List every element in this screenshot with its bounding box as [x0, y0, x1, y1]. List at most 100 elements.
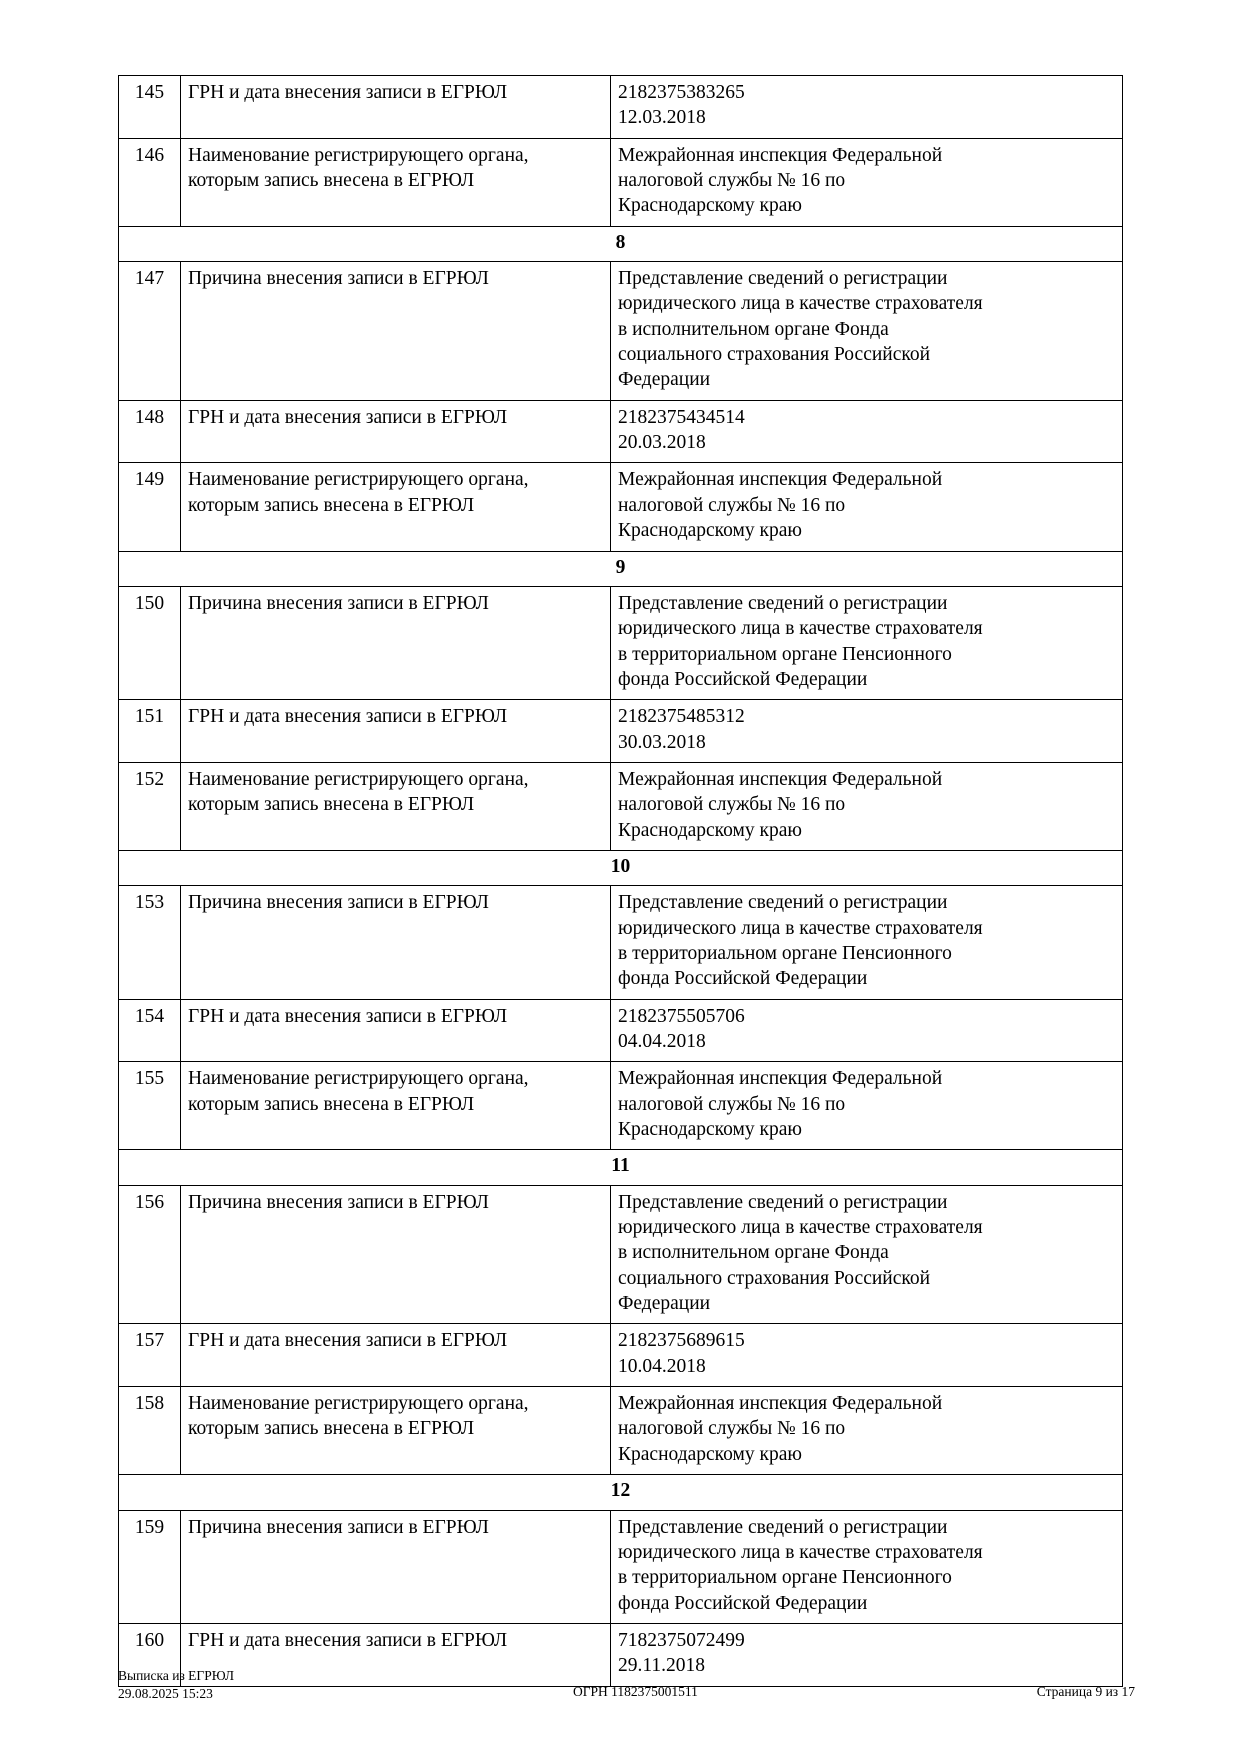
table-row: 153 Причина внесения записи в ЕГРЮЛ Пред…: [118, 885, 1123, 1000]
row-number: 158: [118, 1386, 181, 1476]
reason-line-4: социального страхования Российской: [618, 344, 931, 366]
row-value: 7182375072499 29.11.2018: [610, 1622, 1123, 1687]
reason-line-2: юридического лица в качестве страховател…: [618, 618, 983, 640]
row-value: 2182375434514 20.03.2018: [610, 399, 1123, 464]
authority-line-2: налоговой службы № 16 по: [618, 1418, 846, 1440]
row-number: 152: [118, 761, 181, 851]
group-number: 8: [118, 225, 1123, 263]
authority-line-2: налоговой службы № 16 по: [618, 794, 846, 816]
row-value: Межрайонная инспекция Федеральной налого…: [610, 1386, 1123, 1476]
grn-number: 2182375383265: [618, 82, 745, 103]
row-number: 148: [118, 399, 181, 464]
grn-date: 29.11.2018: [618, 1655, 706, 1677]
row-label: ГРН и дата внесения записи в ЕГРЮЛ: [180, 75, 611, 139]
row-label: Наименование регистрирующего органа, кот…: [180, 1386, 611, 1476]
row-number: 151: [118, 699, 181, 763]
row-number: 155: [118, 1061, 181, 1151]
row-value: Представление сведений о регистрации юри…: [610, 1509, 1123, 1624]
row-number: 153: [118, 885, 181, 1000]
footer-doc-title: Выписка из ЕГРЮЛ: [118, 1668, 235, 1684]
row-label: ГРН и дата внесения записи в ЕГРЮЛ: [180, 1622, 611, 1687]
grn-number: 2182375485312: [618, 706, 745, 728]
table-row: 155 Наименование регистрирующего органа,…: [118, 1061, 1123, 1151]
row-label-line-2: которым запись внесена в ЕГРЮЛ: [188, 170, 475, 192]
reason-line-1: Представление сведений о регистрации: [618, 892, 948, 914]
row-value: 2182375505706 04.04.2018: [610, 998, 1123, 1063]
row-value: Межрайонная инспекция Федеральной налого…: [610, 137, 1123, 227]
reason-line-4: социального страхования Российской: [618, 1267, 931, 1289]
reason-line-2: юридического лица в качестве страховател…: [618, 1217, 983, 1239]
row-label: Причина внесения записи в ЕГРЮЛ: [180, 585, 611, 701]
authority-line-3: Краснодарскому краю: [618, 520, 802, 542]
row-number: 156: [118, 1184, 181, 1325]
reason-line-3: в территориальном органе Пенсионного: [618, 643, 952, 665]
page-footer: Выписка из ЕГРЮЛ 29.08.2025 15:23 ОГРН 1…: [118, 1667, 1135, 1703]
row-label: Причина внесения записи в ЕГРЮЛ: [180, 1509, 611, 1624]
reason-line-3: в территориальном органе Пенсионного: [618, 942, 952, 964]
group-number: 10: [118, 849, 1123, 887]
reason-line-5: Федерации: [618, 369, 711, 391]
egrul-records-table: 145 ГРН и дата внесения записи в ЕГРЮЛ 2…: [118, 75, 1123, 1687]
reason-line-4: фонда Российской Федерации: [618, 668, 868, 690]
table-row: 152 Наименование регистрирующего органа,…: [118, 761, 1123, 851]
row-label: Наименование регистрирующего органа, кот…: [180, 462, 611, 552]
reason-line-4: фонда Российской Федерации: [618, 968, 868, 990]
row-label: Наименование регистрирующего органа, кот…: [180, 761, 611, 851]
table-row: 148 ГРН и дата внесения записи в ЕГРЮЛ 2…: [118, 399, 1123, 464]
authority-line-2: налоговой службы № 16 по: [618, 494, 846, 516]
reason-line-1: Представление сведений о регистрации: [618, 268, 948, 290]
row-label-line-2: которым запись внесена в ЕГРЮЛ: [188, 494, 475, 516]
grn-date: 12.03.2018: [618, 107, 706, 129]
reason-line-1: Представление сведений о регистрации: [618, 592, 948, 614]
row-label: Причина внесения записи в ЕГРЮЛ: [180, 1184, 611, 1325]
row-number: 159: [118, 1509, 181, 1624]
row-number: 145: [118, 75, 181, 139]
row-number: 150: [118, 585, 181, 701]
authority-line-3: Краснодарскому краю: [618, 1119, 802, 1141]
footer-left: Выписка из ЕГРЮЛ 29.08.2025 15:23: [118, 1667, 234, 1703]
reason-line-3: в исполнительном органе Фонда: [618, 318, 889, 340]
row-value: Представление сведений о регистрации юри…: [610, 885, 1123, 1000]
reason-line-2: юридического лица в качестве страховател…: [618, 917, 983, 939]
row-label: Наименование регистрирующего органа, кот…: [180, 137, 611, 227]
row-label-line-2: которым запись внесена в ЕГРЮЛ: [188, 794, 475, 816]
table-row: 145 ГРН и дата внесения записи в ЕГРЮЛ 2…: [118, 75, 1123, 139]
grn-number: 2182375689615: [618, 1330, 745, 1352]
grn-date: 20.03.2018: [618, 432, 706, 454]
group-number: 11: [118, 1149, 1123, 1186]
grn-date: 10.04.2018: [618, 1355, 706, 1377]
row-number: 146: [118, 137, 181, 227]
authority-line-3: Краснодарскому краю: [618, 1443, 802, 1465]
grn-date: 30.03.2018: [618, 731, 706, 753]
group-separator-row: 9: [118, 550, 1123, 587]
table-row: 159 Причина внесения записи в ЕГРЮЛ Пред…: [118, 1509, 1123, 1624]
table-row: 150 Причина внесения записи в ЕГРЮЛ Пред…: [118, 585, 1123, 701]
reason-line-4: фонда Российской Федерации: [618, 1592, 868, 1614]
row-value: 2182375485312 30.03.2018: [610, 699, 1123, 763]
row-value: Межрайонная инспекция Федеральной налого…: [610, 1061, 1123, 1151]
reason-line-1: Представление сведений о регистрации: [618, 1516, 948, 1538]
row-value: Межрайонная инспекция Федеральной налого…: [610, 462, 1123, 552]
authority-line-1: Межрайонная инспекция Федеральной: [618, 1068, 943, 1090]
group-separator-row: 11: [118, 1149, 1123, 1186]
row-label: ГРН и дата внесения записи в ЕГРЮЛ: [180, 998, 611, 1063]
row-label: Наименование регистрирующего органа, кот…: [180, 1061, 611, 1151]
authority-line-3: Краснодарскому краю: [618, 819, 802, 841]
row-value: Представление сведений о регистрации юри…: [610, 1184, 1123, 1325]
reason-line-3: в территориальном органе Пенсионного: [618, 1567, 952, 1589]
authority-line-3: Краснодарскому краю: [618, 195, 802, 217]
row-number: 147: [118, 261, 181, 401]
row-label: ГРН и дата внесения записи в ЕГРЮЛ: [180, 699, 611, 763]
row-label-line-2: которым запись внесена в ЕГРЮЛ: [188, 1418, 475, 1440]
row-value: 2182375383265 12.03.2018: [610, 75, 1123, 139]
row-label-line-1: Наименование регистрирующего органа,: [188, 1068, 529, 1090]
reason-line-2: юридического лица в качестве страховател…: [618, 1541, 983, 1563]
table-row: 160 ГРН и дата внесения записи в ЕГРЮЛ 7…: [118, 1622, 1123, 1687]
group-separator-row: 12: [118, 1474, 1123, 1511]
row-value: Представление сведений о регистрации юри…: [610, 585, 1123, 701]
row-label-line-1: Наименование регистрирующего органа,: [188, 469, 529, 491]
authority-line-2: налоговой службы № 16 по: [618, 170, 846, 192]
table-row: 157 ГРН и дата внесения записи в ЕГРЮЛ 2…: [118, 1323, 1123, 1388]
table-row: 154 ГРН и дата внесения записи в ЕГРЮЛ 2…: [118, 998, 1123, 1063]
row-number: 160: [118, 1622, 181, 1687]
